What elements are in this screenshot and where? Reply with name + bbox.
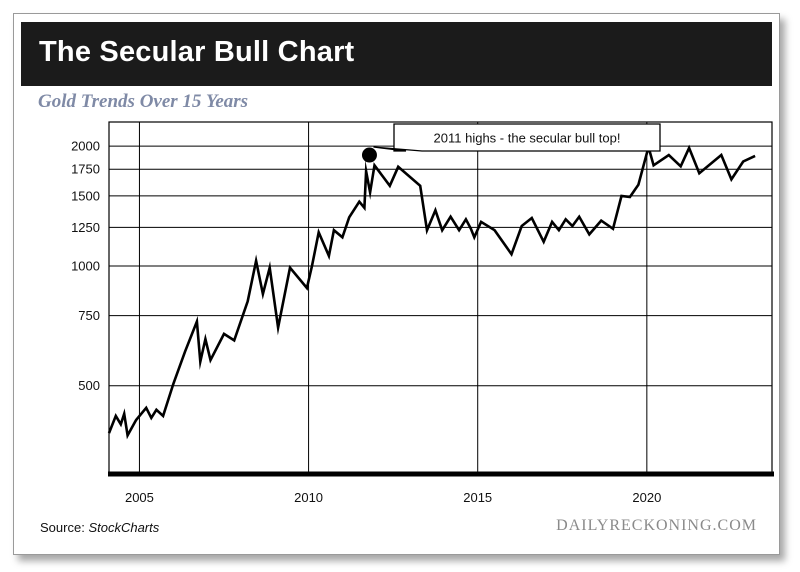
annotation-text: 2011 highs - the secular bull top! xyxy=(434,131,621,146)
axes: 500 750 1000 1250 1500 1750 2000 2005 2010 2015 20… xyxy=(71,139,774,505)
brand-watermark: DAILYRECKONING.COM xyxy=(556,517,757,534)
x-tick-label: 2005 xyxy=(125,490,154,505)
grid xyxy=(108,121,773,475)
x-tick-label: 2020 xyxy=(632,490,661,505)
line-chart: 500 750 1000 1250 1500 1750 2000 2005 2010 2015 20… xyxy=(71,121,774,505)
x-tick-label: 2015 xyxy=(463,490,492,505)
y-tick-label: 1000 xyxy=(71,258,100,273)
annotation-marker xyxy=(361,147,377,163)
price-line xyxy=(107,142,756,440)
source-name: StockCharts xyxy=(88,520,160,535)
title-bar: The Secular Bull Chart xyxy=(21,22,772,86)
chart-title: The Secular Bull Chart xyxy=(39,36,355,68)
source-label: Source: xyxy=(40,520,85,535)
y-tick-label: 750 xyxy=(78,308,100,323)
chart-card: The Secular Bull Chart Gold Trends Over … xyxy=(13,13,780,555)
x-tick-label: 2010 xyxy=(294,490,323,505)
y-tick-label: 500 xyxy=(78,378,100,393)
series-layer xyxy=(107,142,756,440)
y-tick-label: 1750 xyxy=(71,162,100,177)
plot-border xyxy=(108,121,773,475)
annotation: 2011 highs - the secular bull top! xyxy=(361,123,661,163)
annotation-callout xyxy=(373,123,661,152)
y-tick-label: 1250 xyxy=(71,220,100,235)
y-tick-label: 1500 xyxy=(71,188,100,203)
chart-subtitle: Gold Trends Over 15 Years xyxy=(38,91,249,112)
y-tick-label: 2000 xyxy=(71,139,100,154)
source-credit: Source: StockCharts xyxy=(40,520,159,535)
